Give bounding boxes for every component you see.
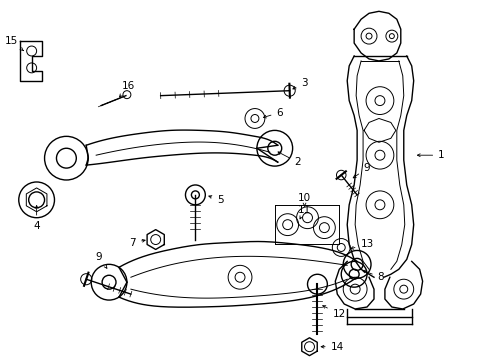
- Text: 9: 9: [353, 163, 370, 178]
- Text: 6: 6: [264, 108, 283, 118]
- Text: 13: 13: [351, 239, 374, 249]
- Text: 5: 5: [209, 195, 223, 205]
- Text: 3: 3: [293, 78, 308, 89]
- Text: 1: 1: [417, 150, 445, 160]
- Text: 8: 8: [363, 270, 384, 282]
- Text: 14: 14: [321, 342, 344, 352]
- Text: 4: 4: [33, 206, 40, 231]
- Text: 15: 15: [5, 36, 24, 51]
- Text: 16: 16: [120, 81, 136, 97]
- Text: 11: 11: [298, 205, 311, 219]
- Text: 9: 9: [96, 252, 107, 268]
- Text: 10: 10: [298, 193, 311, 206]
- Text: 2: 2: [278, 152, 301, 167]
- Text: 12: 12: [323, 306, 346, 319]
- Text: 7: 7: [129, 238, 145, 248]
